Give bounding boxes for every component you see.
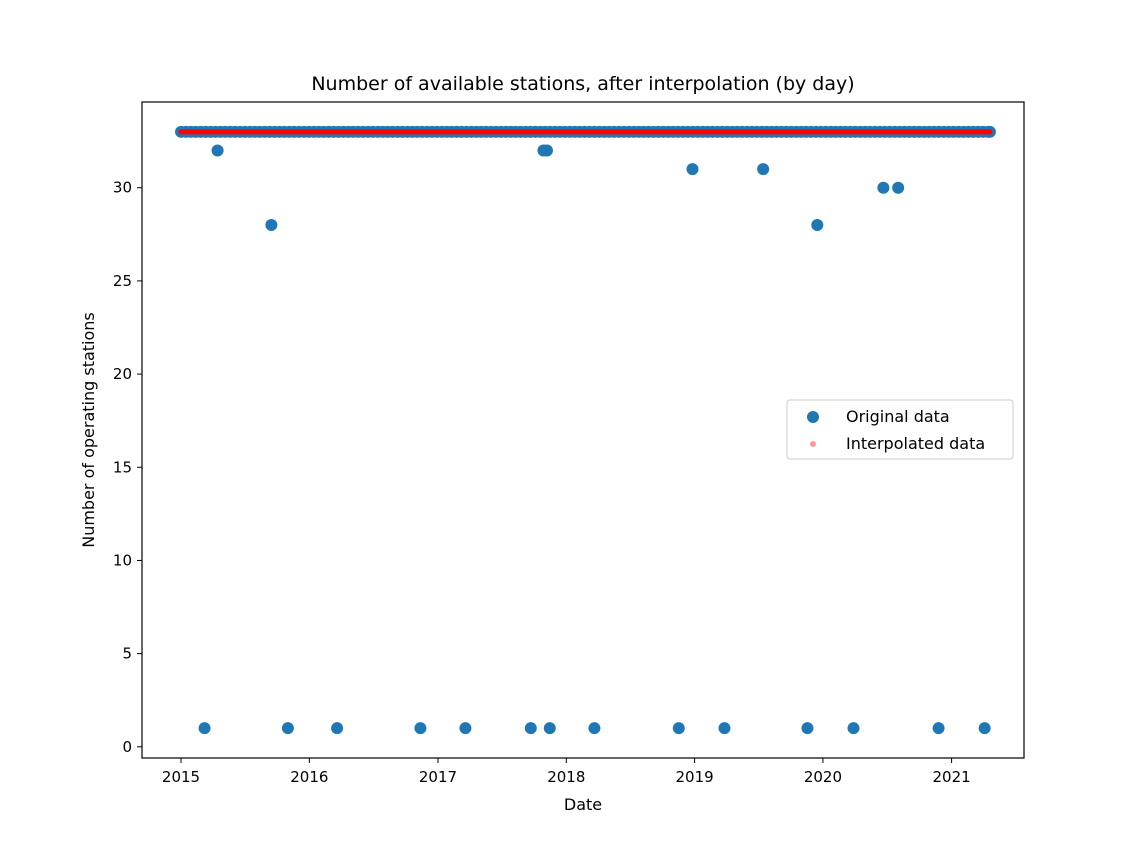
chart-title: Number of available stations, after inte… [311,73,854,95]
x-tick-label: 2021 [932,768,970,786]
x-tick-label: 2020 [804,768,842,786]
y-tick-label: 5 [122,645,132,663]
original-data-point [978,722,991,735]
original-data-point [540,144,553,157]
interpolated-run-0 [178,129,993,135]
plot-area [175,125,996,735]
original-data-point [588,722,601,735]
x-tick-label: 2019 [676,768,714,786]
original-data-point [686,163,699,176]
original-data-point [801,722,814,735]
original-data-point [331,722,344,735]
y-axis: 0 5 10 15 20 25 30 [113,179,142,756]
axes-frame [141,101,1025,759]
y-tick-label: 20 [113,365,132,383]
original-data-point [524,722,537,735]
original-data-point [211,144,224,157]
original-data-point [718,722,731,735]
original-data-point [877,181,890,194]
x-axis: 2015 2016 2017 2018 2019 2020 2021 [162,758,971,786]
legend-marker-interpolated [810,441,816,447]
legend-label-interpolated: Interpolated data [846,434,985,453]
y-axis-label: Number of operating stations [79,312,98,548]
legend-marker-original [807,411,819,423]
x-axis-label: Date [564,795,602,814]
legend: Original data Interpolated data [786,399,1014,460]
original-data-point [414,722,427,735]
original-data-point [932,722,945,735]
legend-label-original: Original data [846,407,950,426]
original-data-point [281,722,294,735]
y-tick-label: 15 [113,458,132,476]
original-data-point [198,722,211,735]
original-data-point [847,722,860,735]
x-tick-label: 2018 [547,768,585,786]
x-tick-label: 2016 [290,768,328,786]
interpolated-data-point [987,129,993,135]
y-tick-label: 25 [113,272,132,290]
legend-box [786,399,1014,460]
y-tick-label: 30 [113,179,132,197]
original-data-point [672,722,685,735]
original-data-point [811,219,824,231]
x-tick-label: 2017 [419,768,457,786]
original-data-point [543,722,556,735]
original-data-point [459,722,472,735]
original-data-point [892,181,905,194]
original-data-point [265,219,278,231]
x-tick-label: 2015 [162,768,200,786]
original-data-point [757,163,770,176]
y-tick-label: 10 [113,551,132,569]
y-tick-label: 0 [122,738,132,756]
